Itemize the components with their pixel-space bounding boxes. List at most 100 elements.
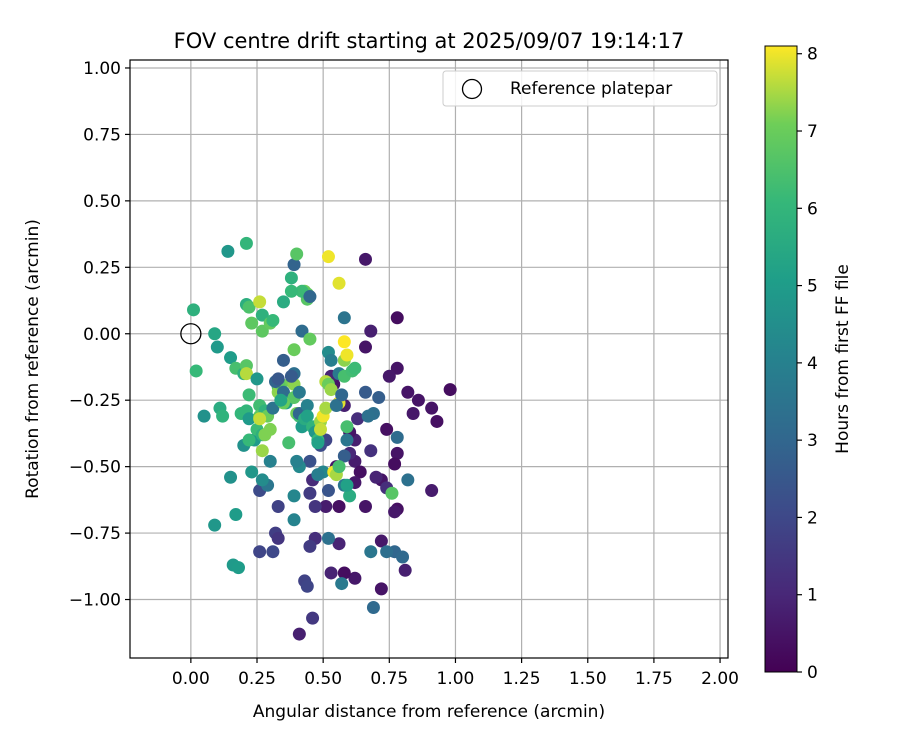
data-point [332, 537, 346, 551]
data-point [295, 324, 309, 338]
data-point [335, 388, 349, 402]
data-point [290, 247, 304, 261]
colorbar-tick-label: 3 [807, 431, 818, 451]
data-point [266, 313, 280, 327]
x-tick-label: 1.00 [437, 669, 475, 689]
data-point [292, 385, 306, 399]
data-point [197, 409, 211, 423]
data-point [332, 276, 346, 290]
data-point [314, 422, 328, 436]
data-point [276, 295, 290, 309]
data-point [390, 430, 404, 444]
data-point [239, 236, 253, 250]
data-point [324, 353, 338, 367]
data-point [319, 401, 333, 415]
data-point [287, 513, 301, 527]
data-point [369, 470, 383, 484]
colorbar: 0 1 2 3 4 5 6 7 8 Hours from first FF file [764, 45, 853, 683]
y-tick-label: −0.75 [69, 524, 121, 544]
data-point [425, 484, 439, 498]
data-point [253, 545, 267, 559]
legend-label: Reference platepar [510, 79, 672, 99]
data-point [401, 473, 415, 487]
data-point [358, 252, 372, 266]
data-point [308, 500, 322, 514]
data-point [300, 399, 314, 413]
data-point [187, 303, 201, 317]
data-point [340, 348, 354, 362]
data-point [284, 284, 298, 298]
data-point [208, 518, 222, 532]
data-point [266, 545, 280, 559]
data-point [390, 446, 404, 460]
data-point [396, 550, 410, 564]
y-tick-label: −0.50 [69, 458, 121, 478]
data-point [245, 316, 259, 330]
x-axis-ticks: 0.00 0.25 0.50 0.75 1.00 1.25 1.50 1.75 2.00 [172, 658, 739, 689]
legend-box [442, 70, 718, 107]
data-point [242, 388, 256, 402]
data-point [255, 444, 269, 458]
data-point [321, 484, 335, 498]
data-point [430, 414, 444, 428]
data-point [372, 391, 386, 405]
grid-lines [130, 60, 728, 658]
data-point [231, 561, 245, 575]
data-point [321, 250, 335, 264]
y-tick-label: −1.00 [69, 591, 121, 611]
x-tick-label: 0.25 [238, 669, 276, 689]
x-tick-label: 2.00 [701, 669, 739, 689]
data-point [255, 324, 269, 338]
data-point [351, 412, 365, 426]
data-point [311, 436, 325, 450]
data-point [411, 393, 425, 407]
data-point [271, 531, 285, 545]
data-point [284, 369, 298, 383]
x-tick-label: 1.50 [569, 669, 607, 689]
data-point [401, 385, 415, 399]
data-point [388, 457, 402, 471]
data-point [321, 531, 335, 545]
data-point [348, 571, 362, 585]
y-axis-label: Rotation from reference (arcmin) [23, 219, 43, 499]
data-point [287, 258, 301, 272]
data-point [303, 332, 317, 346]
data-point [335, 577, 349, 591]
x-axis-label: Angular distance from reference (arcmin) [253, 702, 605, 722]
colorbar-tick-label: 8 [807, 45, 818, 65]
plot-frame [129, 59, 729, 659]
x-tick-label: 1.25 [503, 669, 541, 689]
chart-title: FOV centre drift starting at 2025/09/07 … [174, 29, 685, 53]
colorbar-tick-label: 7 [807, 122, 818, 142]
data-point [358, 500, 372, 514]
data-point [274, 393, 288, 407]
y-tick-label: 1.00 [83, 59, 121, 79]
data-point [340, 478, 354, 492]
data-point [266, 401, 280, 415]
data-point [242, 300, 256, 314]
data-point [329, 399, 343, 413]
data-point [332, 500, 346, 514]
data-point [287, 489, 301, 503]
data-point [380, 545, 394, 559]
y-axis-ticks: 1.00 0.75 0.50 0.25 0.00 −0.25 −0.50 −0.75 −1.00 [69, 59, 130, 611]
reference-platepar-marker [180, 323, 202, 345]
data-point [366, 601, 380, 615]
data-point [340, 420, 354, 434]
data-point [216, 409, 230, 423]
x-tick-label: 1.75 [635, 669, 673, 689]
data-point [343, 489, 357, 503]
colorbar-tick-label: 1 [807, 586, 818, 606]
data-point [271, 372, 285, 386]
colorbar-gradient [764, 45, 798, 673]
data-point [388, 505, 402, 519]
y-tick-label: 0.75 [83, 125, 121, 145]
data-point [255, 473, 269, 487]
data-point [443, 383, 457, 397]
data-point [303, 539, 317, 553]
data-points [187, 236, 457, 641]
data-point [385, 486, 399, 500]
data-point [221, 244, 235, 258]
data-point [282, 436, 296, 450]
